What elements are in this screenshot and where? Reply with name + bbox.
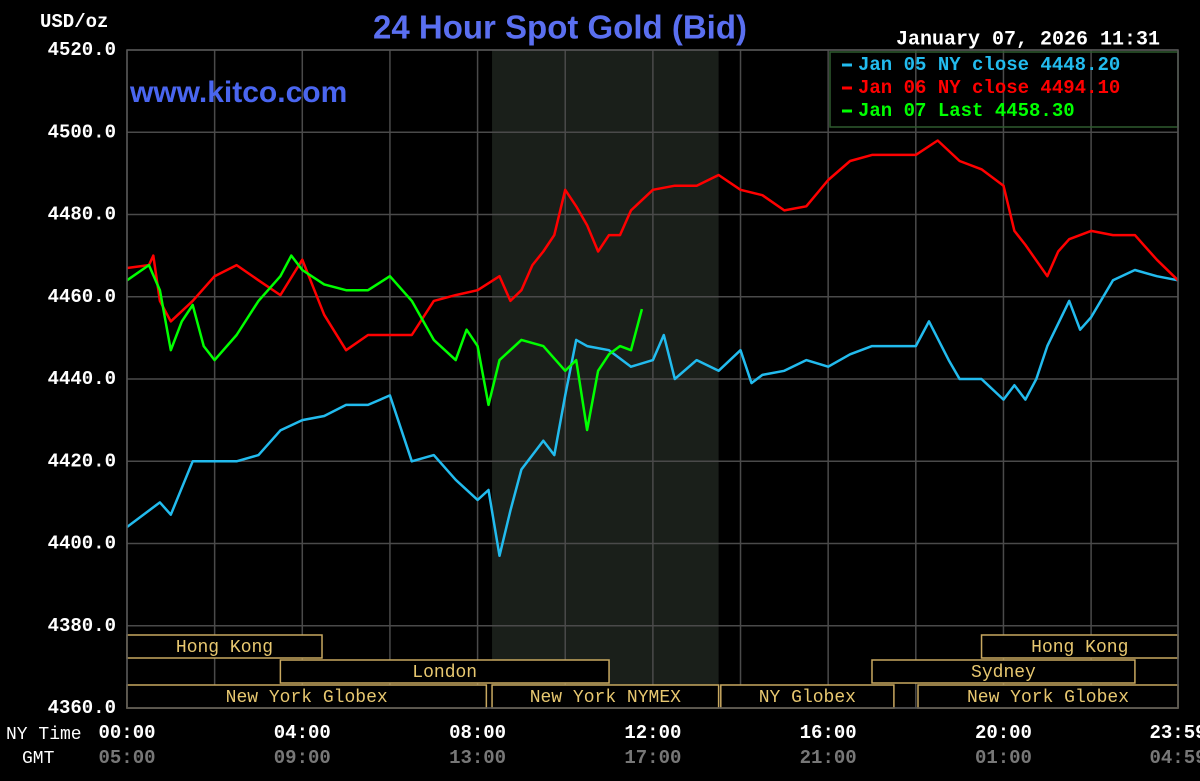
legend-label: Jan 07 Last 4458.30 <box>858 100 1075 122</box>
session-label: New York Globex <box>967 688 1129 708</box>
y-tick-label: 4480.0 <box>48 204 116 226</box>
session-label: New York NYMEX <box>530 688 681 708</box>
x-tick-label: 16:00 <box>800 722 857 744</box>
gmt-tick-label: 05:00 <box>98 747 155 769</box>
series-line <box>126 139 1179 352</box>
sessions: Hong Kong Hong Kong London Sydney New York G… <box>126 634 1179 709</box>
y-tick-label: 4460.0 <box>48 286 116 308</box>
session-label: London <box>412 663 477 683</box>
series-line <box>126 268 1179 558</box>
y-tick-label: 4440.0 <box>48 368 116 390</box>
gmt-tick-label: 09:00 <box>274 747 331 769</box>
gmt-tick-label: 13:00 <box>449 747 506 769</box>
gmt-tick-label: 17:00 <box>624 747 681 769</box>
gmt-tick-label: 01:00 <box>975 747 1032 769</box>
x-tick-label: 08:00 <box>449 722 506 744</box>
subtitle: www.kitco.com <box>129 76 347 109</box>
x-tick-label: 23:59 <box>1149 722 1200 744</box>
session-label: New York Globex <box>226 688 388 708</box>
x-tick-label: 04:00 <box>274 722 331 744</box>
lines <box>126 139 1179 558</box>
session-box <box>279 659 610 684</box>
x-tick-label: 20:00 <box>975 722 1032 744</box>
session-label: Hong Kong <box>176 638 273 658</box>
chart-title: 24 Hour Spot Gold (Bid) <box>373 9 747 46</box>
x-row-label: GMT <box>22 749 55 769</box>
y-axis-label: USD/oz <box>40 11 108 33</box>
session-label: Hong Kong <box>1031 638 1128 658</box>
x-tick-label: 12:00 <box>624 722 681 744</box>
session-label: NY Globex <box>759 688 856 708</box>
gmt-tick-label: 04:59 <box>1149 747 1200 769</box>
x-tick-label: 00:00 <box>98 722 155 744</box>
x-row-label: NY Time <box>6 725 82 745</box>
series-line <box>126 254 644 432</box>
legend-label: Jan 06 NY close 4494.10 <box>858 77 1120 99</box>
plot-frame <box>126 49 1179 709</box>
timestamp: January 07, 2026 11:31 <box>896 28 1160 51</box>
y-tick-label: 4520.0 <box>48 39 116 61</box>
session-box <box>871 659 1136 684</box>
legend-label: Jan 05 NY close 4448.20 <box>858 54 1120 76</box>
labels: 24 Hour Spot Gold (Bid) www.kitco.com Ja… <box>6 9 1200 769</box>
y-tick-label: 4420.0 <box>48 450 116 472</box>
y-tick-label: 4500.0 <box>48 121 116 143</box>
y-tick-label: 4400.0 <box>48 533 116 555</box>
session-label: Sydney <box>971 663 1036 683</box>
y-tick-label: 4360.0 <box>48 697 116 719</box>
y-tick-label: 4380.0 <box>48 615 116 637</box>
gmt-tick-label: 21:00 <box>800 747 857 769</box>
